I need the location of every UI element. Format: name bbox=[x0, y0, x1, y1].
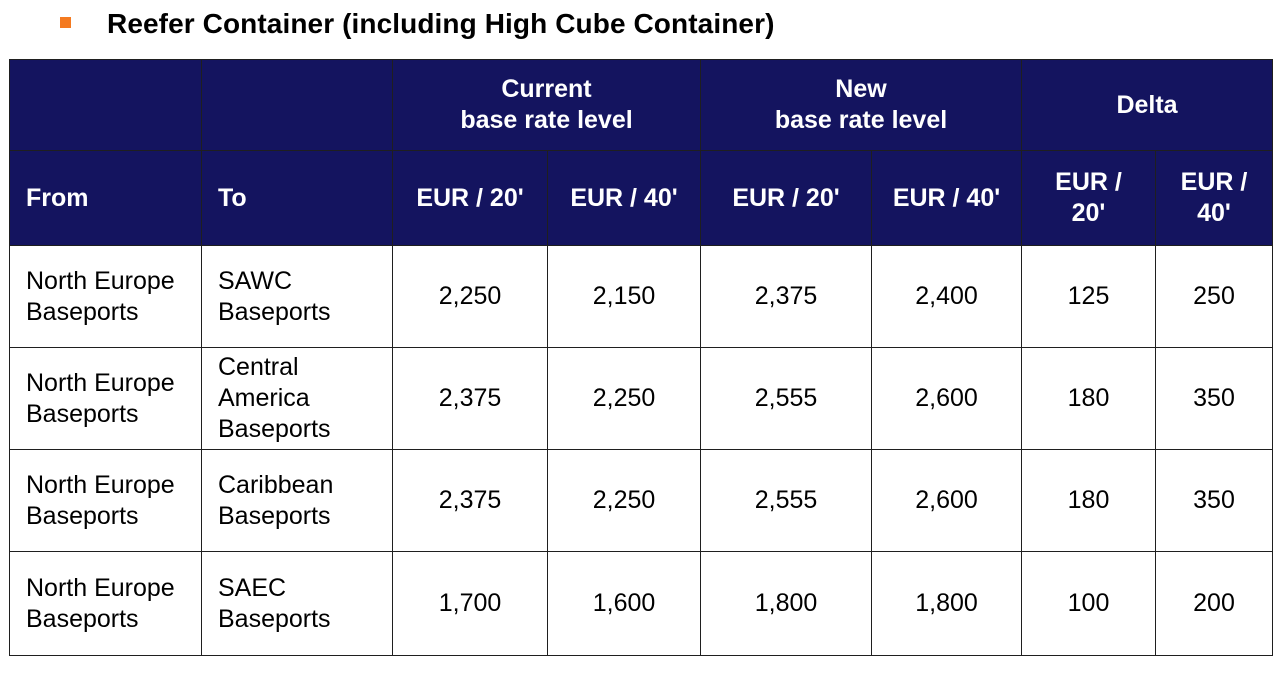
to-cell: SAWC Baseports bbox=[201, 245, 393, 348]
cell-line: Baseports bbox=[26, 297, 139, 326]
delta-20-cell: 100 bbox=[1021, 551, 1156, 656]
section-heading: Reefer Container (including High Cube Co… bbox=[60, 4, 775, 44]
group-header-line: Current bbox=[501, 75, 592, 103]
column-header-row: From To EUR / 20' EUR / 40' EUR / 20' EU… bbox=[9, 150, 1274, 246]
cell-line: SAWC bbox=[218, 266, 293, 295]
current-20-cell: 1,700 bbox=[392, 551, 548, 656]
to-cell: Central America Baseports bbox=[201, 347, 393, 450]
new-20-cell: 2,555 bbox=[700, 347, 872, 450]
from-cell: North Europe Baseports bbox=[9, 551, 202, 656]
new-20-cell: 1,800 bbox=[700, 551, 872, 656]
rate-table: Current base rate level New base rate le… bbox=[9, 59, 1274, 656]
new-40-cell: 2,600 bbox=[871, 449, 1022, 552]
delta-40-cell: 350 bbox=[1154, 347, 1274, 450]
empty-header-cell bbox=[201, 59, 393, 151]
new-40-column-header: EUR / 40' bbox=[871, 150, 1022, 246]
current-40-cell: 1,600 bbox=[547, 551, 701, 656]
current-20-cell: 2,375 bbox=[392, 347, 548, 450]
header-line: 40' bbox=[1197, 199, 1231, 227]
delta-20-cell: 125 bbox=[1021, 245, 1156, 348]
group-header-line: base rate level bbox=[460, 106, 633, 134]
table-row: North Europe Baseports Caribbean Basepor… bbox=[9, 449, 1274, 552]
empty-header-cell bbox=[9, 59, 202, 151]
group-header-row: Current base rate level New base rate le… bbox=[9, 59, 1274, 151]
to-column-header: To bbox=[201, 150, 393, 246]
delta-20-column-header: EUR / 20' bbox=[1021, 150, 1156, 246]
new-40-cell: 2,400 bbox=[871, 245, 1022, 348]
delta-20-cell: 180 bbox=[1021, 449, 1156, 552]
new-40-cell: 2,600 bbox=[871, 347, 1022, 450]
table-row: North Europe Baseports Central America B… bbox=[9, 347, 1274, 450]
cell-line: SAEC bbox=[218, 573, 287, 602]
cell-line: North Europe bbox=[26, 573, 175, 602]
to-cell: SAEC Baseports bbox=[201, 551, 393, 656]
from-cell: North Europe Baseports bbox=[9, 347, 202, 450]
current-20-cell: 2,375 bbox=[392, 449, 548, 552]
current-40-cell: 2,250 bbox=[547, 347, 701, 450]
cell-line: North Europe bbox=[26, 368, 175, 397]
cell-line: Baseports bbox=[26, 399, 139, 428]
cell-line: Baseports bbox=[218, 501, 331, 530]
delta-40-cell: 200 bbox=[1154, 551, 1274, 656]
group-header-line: base rate level bbox=[774, 106, 948, 134]
header-line: EUR / bbox=[1055, 168, 1122, 196]
from-column-header: From bbox=[9, 150, 202, 246]
cell-line: America bbox=[218, 384, 310, 412]
cell-line: Baseports bbox=[26, 501, 139, 530]
current-rate-group-header: Current base rate level bbox=[392, 59, 701, 151]
delta-group-header: Delta bbox=[1020, 59, 1274, 151]
current-20-cell: 2,250 bbox=[392, 245, 548, 348]
new-40-cell: 1,800 bbox=[871, 551, 1022, 656]
bullet-square-icon bbox=[60, 16, 71, 28]
to-cell: Caribbean Baseports bbox=[201, 449, 393, 552]
new-rate-group-header: New base rate level bbox=[700, 59, 1022, 151]
current-20-column-header: EUR / 20' bbox=[392, 150, 548, 246]
cell-line: North Europe bbox=[26, 470, 175, 499]
table-row: North Europe Baseports SAWC Baseports 2,… bbox=[9, 245, 1274, 348]
delta-40-cell: 250 bbox=[1154, 245, 1274, 348]
cell-line: Baseports bbox=[218, 604, 331, 633]
table-row: North Europe Baseports SAEC Baseports 1,… bbox=[9, 551, 1274, 656]
current-40-cell: 2,150 bbox=[547, 245, 701, 348]
group-header-line: New bbox=[835, 75, 887, 103]
from-cell: North Europe Baseports bbox=[9, 449, 202, 552]
cell-line: North Europe bbox=[26, 266, 175, 295]
new-20-cell: 2,375 bbox=[700, 245, 872, 348]
cell-line: Baseports bbox=[218, 415, 331, 443]
new-20-cell: 2,555 bbox=[700, 449, 872, 552]
header-line: 20' bbox=[1071, 199, 1106, 227]
new-20-column-header: EUR / 20' bbox=[700, 150, 872, 246]
current-40-column-header: EUR / 40' bbox=[547, 150, 701, 246]
delta-40-cell: 350 bbox=[1154, 449, 1274, 552]
cell-line: Baseports bbox=[26, 604, 139, 633]
section-title: Reefer Container (including High Cube Co… bbox=[107, 8, 775, 39]
cell-line: Caribbean bbox=[218, 470, 334, 499]
cell-line: Central bbox=[218, 353, 299, 381]
delta-20-cell: 180 bbox=[1021, 347, 1156, 450]
delta-40-column-header: EUR / 40' bbox=[1154, 150, 1274, 246]
header-line: EUR / bbox=[1180, 168, 1248, 196]
cell-line: Baseports bbox=[218, 297, 331, 326]
current-40-cell: 2,250 bbox=[547, 449, 701, 552]
from-cell: North Europe Baseports bbox=[9, 245, 202, 348]
